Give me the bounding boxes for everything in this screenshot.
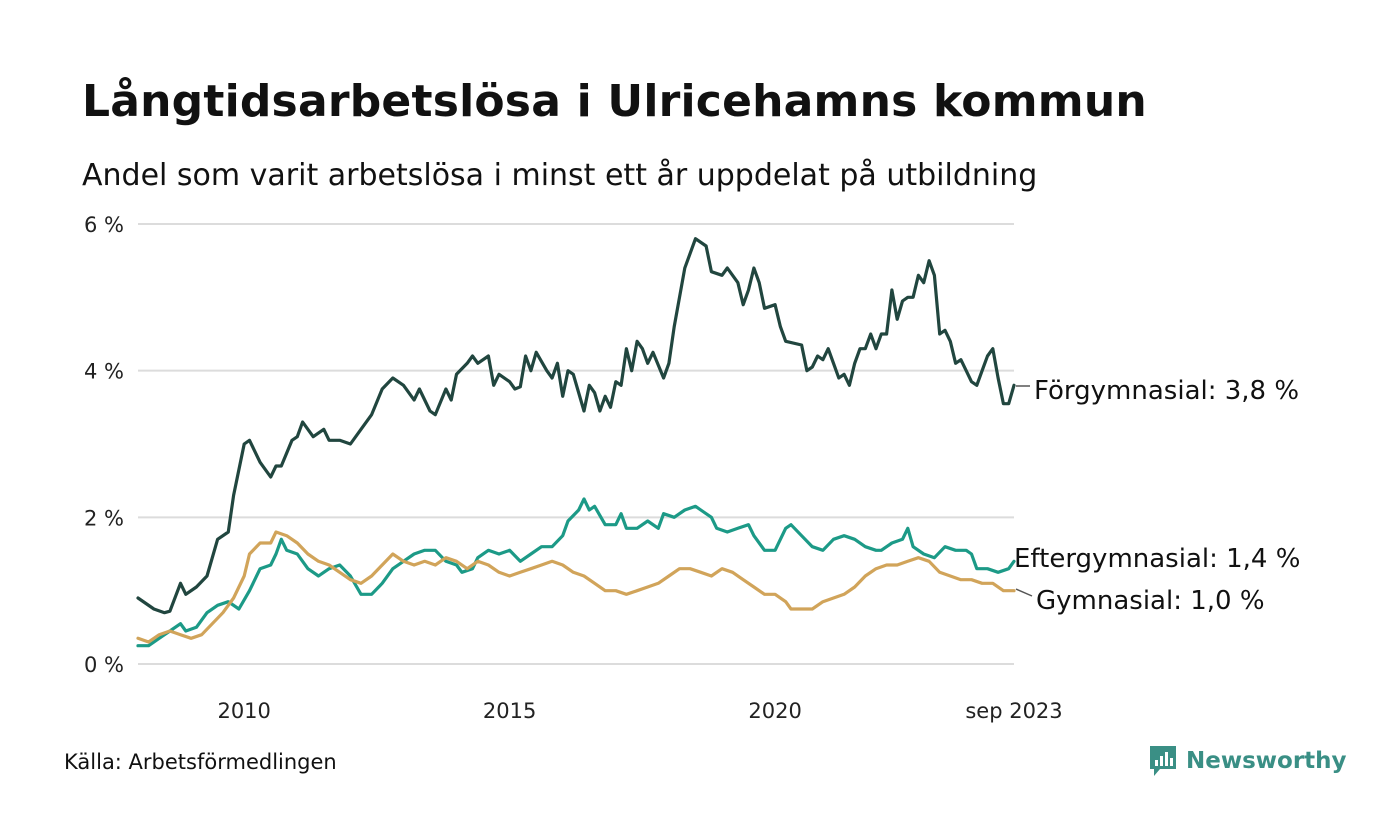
series-lines bbox=[136, 237, 1016, 648]
series-end-labels: Förgymnasial: 3,8 % Eftergymnasial: 1,4 %… bbox=[1014, 376, 1300, 616]
newsworthy-logo-icon bbox=[1150, 746, 1176, 776]
y-axis-tick-labels: 0 % 2 % 4 % 6 % bbox=[84, 213, 124, 677]
chart-subtitle: Andel som varit arbetslösa i minst ett å… bbox=[82, 158, 1038, 193]
gridlines bbox=[138, 223, 1014, 665]
series-label-eftergymnasial: Eftergymnasial: 1,4 % bbox=[1014, 544, 1300, 574]
x-tick-label: 2010 bbox=[217, 699, 270, 723]
series-line-gymnasial bbox=[136, 530, 1016, 644]
label-leader-line bbox=[1015, 588, 1033, 597]
series-line-eftergymnasial bbox=[136, 497, 1016, 648]
y-tick-label: 4 % bbox=[84, 360, 124, 384]
x-tick-label: sep 2023 bbox=[965, 699, 1062, 723]
y-tick-label: 6 % bbox=[84, 213, 124, 237]
x-tick-label: 2020 bbox=[748, 699, 801, 723]
series-label-förgymnasial: Förgymnasial: 3,8 % bbox=[1034, 376, 1299, 406]
brand-name: Newsworthy bbox=[1186, 748, 1347, 774]
brand-logo: Newsworthy bbox=[1148, 744, 1347, 778]
chart-title: Långtidsarbetslösa i Ulricehamns kommun bbox=[82, 76, 1147, 127]
x-tick-label: 2015 bbox=[483, 699, 536, 723]
series-line-förgymnasial bbox=[136, 237, 1016, 615]
y-tick-label: 2 % bbox=[84, 506, 124, 530]
series-label-gymnasial: Gymnasial: 1,0 % bbox=[1036, 586, 1265, 616]
source-note: Källa: Arbetsförmedlingen bbox=[64, 750, 337, 774]
x-axis-tick-labels: 2010 2015 2020 sep 2023 bbox=[217, 699, 1062, 723]
y-tick-label: 0 % bbox=[84, 653, 124, 677]
